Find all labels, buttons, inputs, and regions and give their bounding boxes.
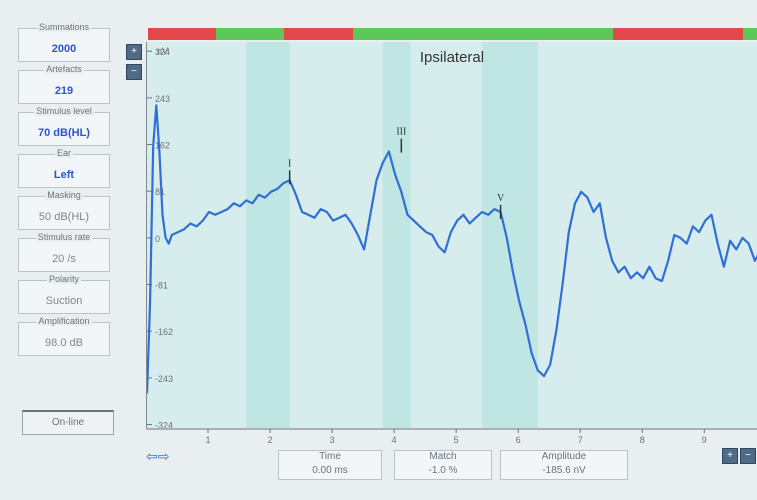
highlight-band: [481, 42, 538, 428]
artefacts-value: 219: [54, 85, 74, 97]
summations-field: Summations 2000: [18, 22, 110, 62]
status-segment: [148, 28, 217, 40]
x-zoom-out-icon[interactable]: −: [740, 448, 756, 464]
time-value: 0.00 ms: [312, 465, 348, 476]
y-tick-label: 162: [155, 141, 170, 151]
stimulus-level-field[interactable]: Stimulus level 70 dB(HL): [18, 106, 110, 146]
ear-field[interactable]: Ear Left: [18, 148, 110, 188]
plot-title: Ipsilateral: [420, 49, 484, 66]
y-tick-label: 0: [155, 234, 160, 244]
summations-label: Summations: [36, 22, 92, 32]
highlight-band: [246, 42, 290, 428]
x-zoom-in-icon[interactable]: +: [722, 448, 738, 464]
y-tick-label: 324: [155, 47, 170, 57]
x-tick-label: 2: [268, 435, 273, 445]
stimulus-rate-value: 20 /s: [52, 253, 76, 265]
zoom-in-icon[interactable]: +: [126, 44, 142, 60]
peak-label: III: [396, 127, 406, 138]
summations-value: 2000: [51, 43, 77, 55]
masking-label: Masking: [45, 190, 83, 200]
waveform-svg: 324 243 162 81 0 -81 -162 -243 -324 nV Ipsilateral…: [145, 42, 757, 431]
stimulus-level-value: 70 dB(HL): [38, 127, 90, 139]
y-tick-label: -81: [155, 281, 168, 291]
x-tick-label: 8: [640, 435, 645, 445]
polarity-label: Polarity: [46, 274, 81, 284]
match-value: -1.0 %: [428, 465, 458, 476]
match-readout: Match -1.0 %: [394, 450, 492, 480]
x-tick-label: 1: [206, 435, 211, 445]
waveform-plot[interactable]: 324 243 162 81 0 -81 -162 -243 -324 nV Ipsilateral…: [145, 42, 757, 431]
ear-value: Left: [53, 169, 75, 181]
status-bar: [148, 28, 757, 40]
x-tick-label: 7: [578, 435, 583, 445]
zoom-out-icon[interactable]: −: [126, 64, 142, 80]
stimulus-rate-field[interactable]: Stimulus rate 20 /s: [18, 232, 110, 272]
readout-bar: ⇦⇨ Time 0.00 ms Match -1.0 % Amplitude -…: [146, 444, 757, 484]
match-label: Match: [429, 451, 457, 462]
waveform-line: [145, 104, 757, 394]
peak-label: V: [497, 193, 505, 204]
stimulus-level-label: Stimulus level: [34, 106, 94, 116]
status-segment: [352, 28, 614, 40]
peak-label: I: [288, 158, 291, 169]
x-axis: 1 2 3 4 5 6 7 8 9: [146, 428, 757, 446]
amplification-field[interactable]: Amplification 98.0 dB: [18, 316, 110, 356]
y-tick-label: 81: [155, 187, 165, 197]
status-segment: [216, 28, 285, 40]
highlight-band: [382, 42, 411, 428]
y-unit-label: nV: [157, 46, 168, 56]
parameter-panel: Summations 2000 Artefacts 219 Stimulus l…: [18, 22, 118, 364]
pan-arrows-icon[interactable]: ⇦⇨: [146, 448, 170, 464]
stimulus-rate-label: Stimulus rate: [35, 232, 93, 242]
ear-label: Ear: [54, 148, 73, 158]
x-tick-label: 5: [454, 435, 459, 445]
masking-field[interactable]: Masking 50 dB(HL): [18, 190, 110, 230]
x-tick-label: 6: [516, 435, 521, 445]
status-segment: [613, 28, 744, 40]
status-segment: [743, 28, 757, 40]
x-tick-label: 9: [702, 435, 707, 445]
artefacts-field: Artefacts 219: [18, 64, 110, 104]
amplitude-readout: Amplitude -185.6 nV: [500, 450, 628, 480]
x-tick-label: 3: [330, 435, 335, 445]
y-tick-label: 243: [155, 94, 170, 104]
amplification-value: 98.0 dB: [45, 337, 83, 349]
time-readout: Time 0.00 ms: [278, 450, 382, 480]
y-tick-label: -162: [155, 327, 173, 337]
online-button[interactable]: On-line: [22, 410, 114, 435]
amplitude-label: Amplitude: [541, 451, 587, 462]
masking-value: 50 dB(HL): [38, 211, 90, 223]
time-label: Time: [319, 451, 341, 462]
artefacts-label: Artefacts: [44, 64, 84, 74]
polarity-field[interactable]: Polarity Suction: [18, 274, 110, 314]
x-tick-label: 4: [392, 435, 397, 445]
y-tick-label: -324: [155, 421, 173, 428]
amplification-label: Amplification: [36, 316, 92, 326]
y-tick-label: -243: [155, 374, 173, 384]
amplitude-value: -185.6 nV: [542, 465, 586, 476]
status-segment: [284, 28, 353, 40]
polarity-value: Suction: [45, 295, 83, 307]
